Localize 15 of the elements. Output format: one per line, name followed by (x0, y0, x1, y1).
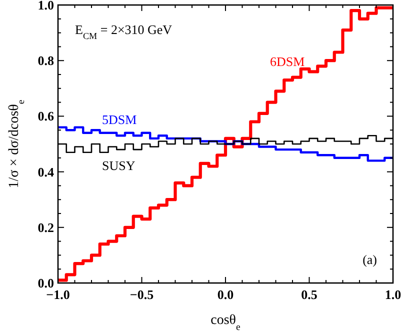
x-tick-label: −0.5 (130, 287, 154, 302)
x-tick-label: 1.0 (384, 287, 402, 302)
y-tick-label: 0.4 (38, 164, 54, 180)
x-tick-label: 0.0 (217, 287, 234, 302)
annotation: E$_{CM}$ = 2×310 GeV (75, 22, 173, 41)
x-tick-label: 0.5 (301, 287, 318, 302)
y-tick-label: 0.8 (38, 53, 54, 68)
series-label: 5DSM (102, 112, 138, 127)
x-axis-title: cosθ$_{e}$ (210, 313, 242, 332)
series-label: 6DSM (270, 54, 306, 69)
series-label: SUSY (102, 158, 136, 173)
y-tick-label: 1.0 (38, 0, 54, 12)
y-tick-label: 0.6 (38, 108, 54, 124)
annotation: (a) (362, 252, 377, 267)
y-tick-label: 0.2 (38, 220, 54, 235)
